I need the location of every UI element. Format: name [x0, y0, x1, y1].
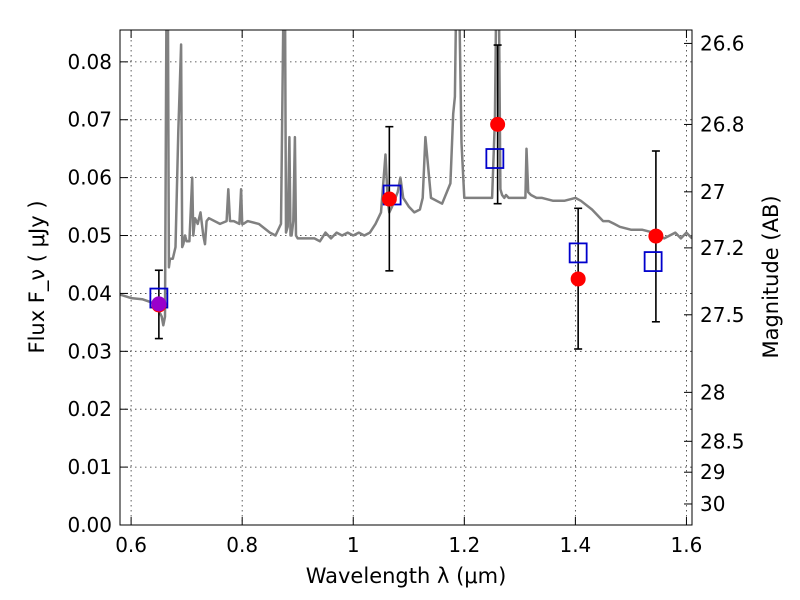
y-tick-label: 0.02	[67, 397, 112, 421]
x-tick-label: 0.6	[115, 533, 147, 557]
y-tick-label: 0.07	[67, 108, 112, 132]
model-photometry-square	[485, 148, 505, 169]
y2-tick-label: 30	[700, 492, 725, 516]
observed-flux-point	[570, 271, 586, 287]
y-axis-title: Flux F_ν ( μJy )	[25, 200, 50, 353]
overlap-point	[151, 296, 167, 312]
observed-flux-point	[648, 228, 664, 244]
grid	[120, 30, 692, 526]
marker-layer	[149, 116, 664, 313]
model-photometry-square	[568, 242, 588, 264]
y2-tick-label: 27	[700, 180, 725, 204]
y-tick-label: 0.05	[67, 224, 112, 248]
y2-tick-label: 28.5	[700, 429, 745, 453]
observed-flux-point	[381, 191, 397, 207]
y2-tick-label: 29	[700, 460, 725, 484]
y-tick-label: 0.03	[67, 339, 112, 363]
model-spectrum-layer	[120, 30, 692, 327]
model-spectrum-line	[120, 30, 692, 327]
y-tick-label: 0.00	[67, 513, 112, 537]
y2-tick-label: 26.6	[700, 31, 745, 55]
y2-tick-label: 26.8	[700, 112, 745, 136]
x-tick-label: 0.8	[226, 533, 258, 557]
y-tick-label: 0.08	[67, 50, 112, 74]
y-tick-label: 0.01	[67, 455, 112, 479]
plot-background	[120, 30, 692, 525]
y-tick-label: 0.06	[67, 166, 112, 190]
y-tick-label: 0.04	[67, 281, 112, 305]
x-tick-label: 1.4	[559, 533, 591, 557]
model-photometry-square	[643, 251, 663, 272]
observed-flux-point	[490, 116, 506, 132]
y2-axis-title: Magnitude (AB)	[759, 195, 783, 358]
plot-frame	[119, 29, 693, 526]
x-tick-label: 1	[347, 533, 360, 557]
y2-tick-label: 27.5	[700, 303, 745, 327]
x-tick-label: 1.6	[671, 533, 703, 557]
x-axis-title: Wavelength λ (μm)	[306, 564, 507, 588]
tick-layer: 0.6 0.8 1 1.2 1.4 1.6 0.00 0.01 0.02 0.03 0.04 0.05…	[67, 30, 745, 557]
x-tick-label: 1.2	[448, 533, 480, 557]
y2-tick-label: 27.2	[700, 236, 745, 260]
y2-tick-label: 28	[700, 380, 725, 404]
